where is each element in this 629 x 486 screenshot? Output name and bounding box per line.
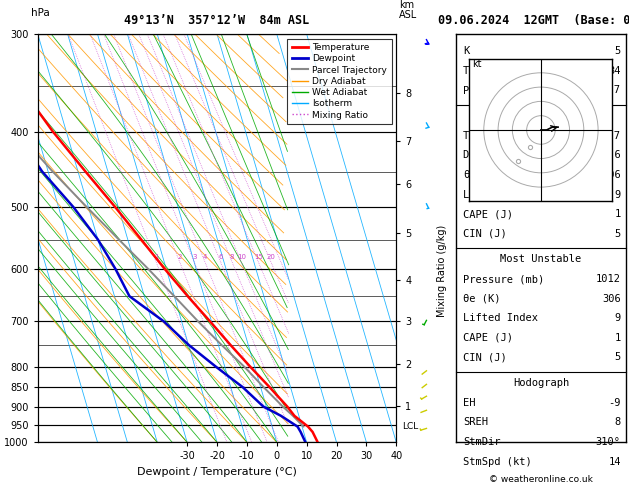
Text: 10: 10	[237, 254, 246, 260]
Text: Hodograph: Hodograph	[513, 378, 569, 388]
Text: 5: 5	[615, 352, 621, 363]
Text: hPa: hPa	[31, 8, 50, 18]
Text: 306: 306	[602, 170, 621, 180]
Text: 9: 9	[615, 313, 621, 323]
Text: 310°: 310°	[596, 437, 621, 447]
Text: Dewp (°C): Dewp (°C)	[463, 150, 519, 160]
Text: Most Unstable: Most Unstable	[500, 255, 582, 264]
Text: 4: 4	[203, 254, 207, 260]
Text: 49°13’N  357°12’W  84m ASL: 49°13’N 357°12’W 84m ASL	[125, 14, 309, 27]
Text: Totals Totals: Totals Totals	[463, 66, 544, 76]
Text: 13.7: 13.7	[596, 131, 621, 141]
Text: K: K	[463, 46, 469, 56]
Text: © weatheronline.co.uk: © weatheronline.co.uk	[489, 474, 593, 484]
Text: kt: kt	[472, 59, 482, 69]
Text: 1.77: 1.77	[596, 86, 621, 95]
Text: 1: 1	[615, 209, 621, 219]
Text: 09.06.2024  12GMT  (Base: 06): 09.06.2024 12GMT (Base: 06)	[438, 14, 629, 27]
Text: Temp (°C): Temp (°C)	[463, 131, 519, 141]
Text: SREH: SREH	[463, 417, 488, 427]
Text: Mixing Ratio (g/kg): Mixing Ratio (g/kg)	[437, 225, 447, 317]
Text: 9.6: 9.6	[602, 150, 621, 160]
Text: CAPE (J): CAPE (J)	[463, 333, 513, 343]
Text: 14: 14	[608, 456, 621, 467]
Text: km
ASL: km ASL	[399, 0, 418, 20]
Text: StmDir: StmDir	[463, 437, 500, 447]
X-axis label: Dewpoint / Temperature (°C): Dewpoint / Temperature (°C)	[137, 467, 297, 477]
Text: Lifted Index: Lifted Index	[463, 313, 538, 323]
Text: LCL: LCL	[402, 422, 418, 431]
Text: 8: 8	[615, 417, 621, 427]
Text: CIN (J): CIN (J)	[463, 352, 506, 363]
Text: 1: 1	[154, 254, 159, 260]
Text: PW (cm): PW (cm)	[463, 86, 506, 95]
Text: 5: 5	[615, 46, 621, 56]
Text: 34: 34	[608, 66, 621, 76]
Text: θe (K): θe (K)	[463, 294, 500, 304]
Text: Pressure (mb): Pressure (mb)	[463, 274, 544, 284]
Text: StmSpd (kt): StmSpd (kt)	[463, 456, 532, 467]
Text: -9: -9	[608, 398, 621, 408]
Text: 5: 5	[615, 229, 621, 239]
Text: 8: 8	[230, 254, 235, 260]
Text: 3: 3	[192, 254, 197, 260]
Text: CIN (J): CIN (J)	[463, 229, 506, 239]
Text: 1: 1	[615, 333, 621, 343]
Text: θe(K): θe(K)	[463, 170, 494, 180]
Text: 15: 15	[254, 254, 263, 260]
Text: CAPE (J): CAPE (J)	[463, 209, 513, 219]
Text: Surface: Surface	[519, 111, 563, 121]
Text: Lifted Index: Lifted Index	[463, 190, 538, 200]
Text: 1012: 1012	[596, 274, 621, 284]
Text: 2: 2	[177, 254, 182, 260]
Text: 306: 306	[602, 294, 621, 304]
Text: 9: 9	[615, 190, 621, 200]
Text: EH: EH	[463, 398, 476, 408]
Legend: Temperature, Dewpoint, Parcel Trajectory, Dry Adiabat, Wet Adiabat, Isotherm, Mi: Temperature, Dewpoint, Parcel Trajectory…	[287, 38, 392, 124]
Text: 6: 6	[218, 254, 223, 260]
Text: 20: 20	[267, 254, 276, 260]
